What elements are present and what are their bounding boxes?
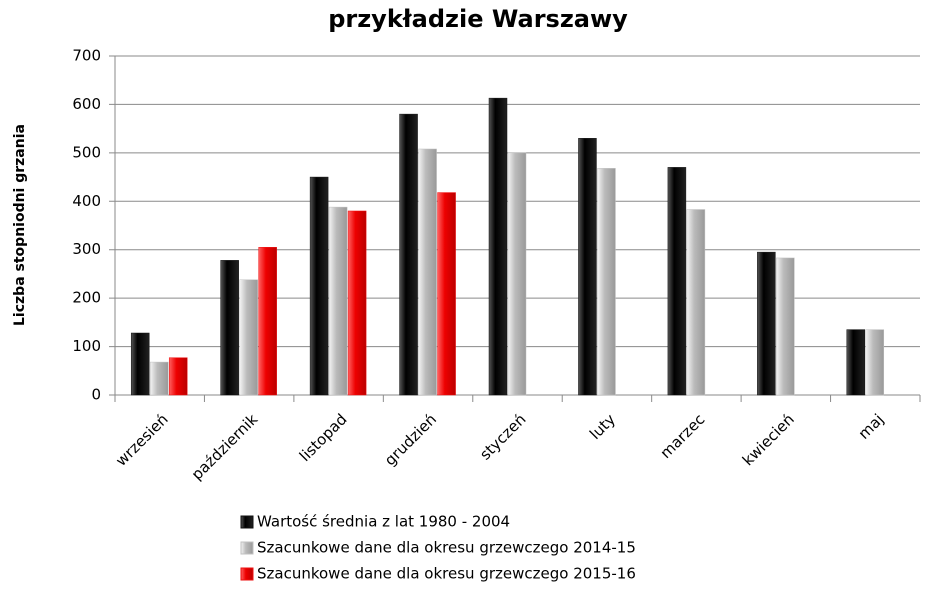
bar — [488, 97, 508, 396]
bar — [846, 329, 866, 396]
bar — [220, 260, 239, 396]
bar — [437, 192, 456, 396]
bar — [258, 247, 277, 396]
legend-swatch — [240, 567, 254, 581]
legend-label: Szacunkowe dane dla okresu grzewczego 20… — [257, 539, 636, 557]
legend-label: Wartość średnia z lat 1980 - 2004 — [257, 513, 510, 531]
x-tick-label: październik — [188, 410, 262, 484]
y-tick-label: 200 — [72, 289, 101, 307]
bar — [757, 251, 776, 396]
legend-label: Szacunkowe dane dla okresu grzewczego 20… — [257, 565, 636, 583]
bar — [130, 332, 150, 396]
x-tick-label: marzec — [657, 410, 709, 462]
y-tick-label: 500 — [72, 143, 101, 161]
bar — [418, 148, 437, 396]
x-tick-label: luty — [586, 410, 619, 443]
y-tick-label: 600 — [72, 95, 101, 113]
y-tick-label: 400 — [72, 192, 101, 210]
x-tick-label: styczeń — [476, 410, 529, 463]
y-tick-label: 300 — [72, 240, 101, 258]
legend-swatch — [240, 515, 254, 529]
bar — [667, 167, 687, 396]
bar — [507, 152, 527, 396]
bar — [328, 206, 348, 396]
y-axis-label: Liczba stopniodni grzania — [12, 124, 28, 326]
bar — [149, 361, 169, 396]
bar — [597, 168, 616, 396]
y-tick-label: 0 — [91, 386, 101, 404]
x-tick-label: wrzesień — [112, 410, 172, 470]
y-tick-label: 700 — [72, 47, 101, 65]
chart-title: przykładzie Warszawy — [328, 5, 628, 33]
y-tick-label: 100 — [72, 337, 101, 355]
x-tick-label: maj — [855, 410, 888, 443]
bar — [239, 279, 258, 396]
bar — [347, 210, 367, 396]
bar — [776, 257, 795, 396]
bar — [578, 138, 597, 396]
bar — [168, 357, 188, 396]
x-tick-label: kwiecień — [739, 410, 798, 469]
bar — [686, 209, 706, 396]
x-tick-label: grudzień — [381, 410, 440, 469]
x-tick-label: listopad — [296, 410, 351, 465]
bar — [399, 113, 418, 396]
bar — [309, 176, 329, 396]
bar — [865, 329, 885, 396]
legend-swatch — [240, 541, 254, 555]
